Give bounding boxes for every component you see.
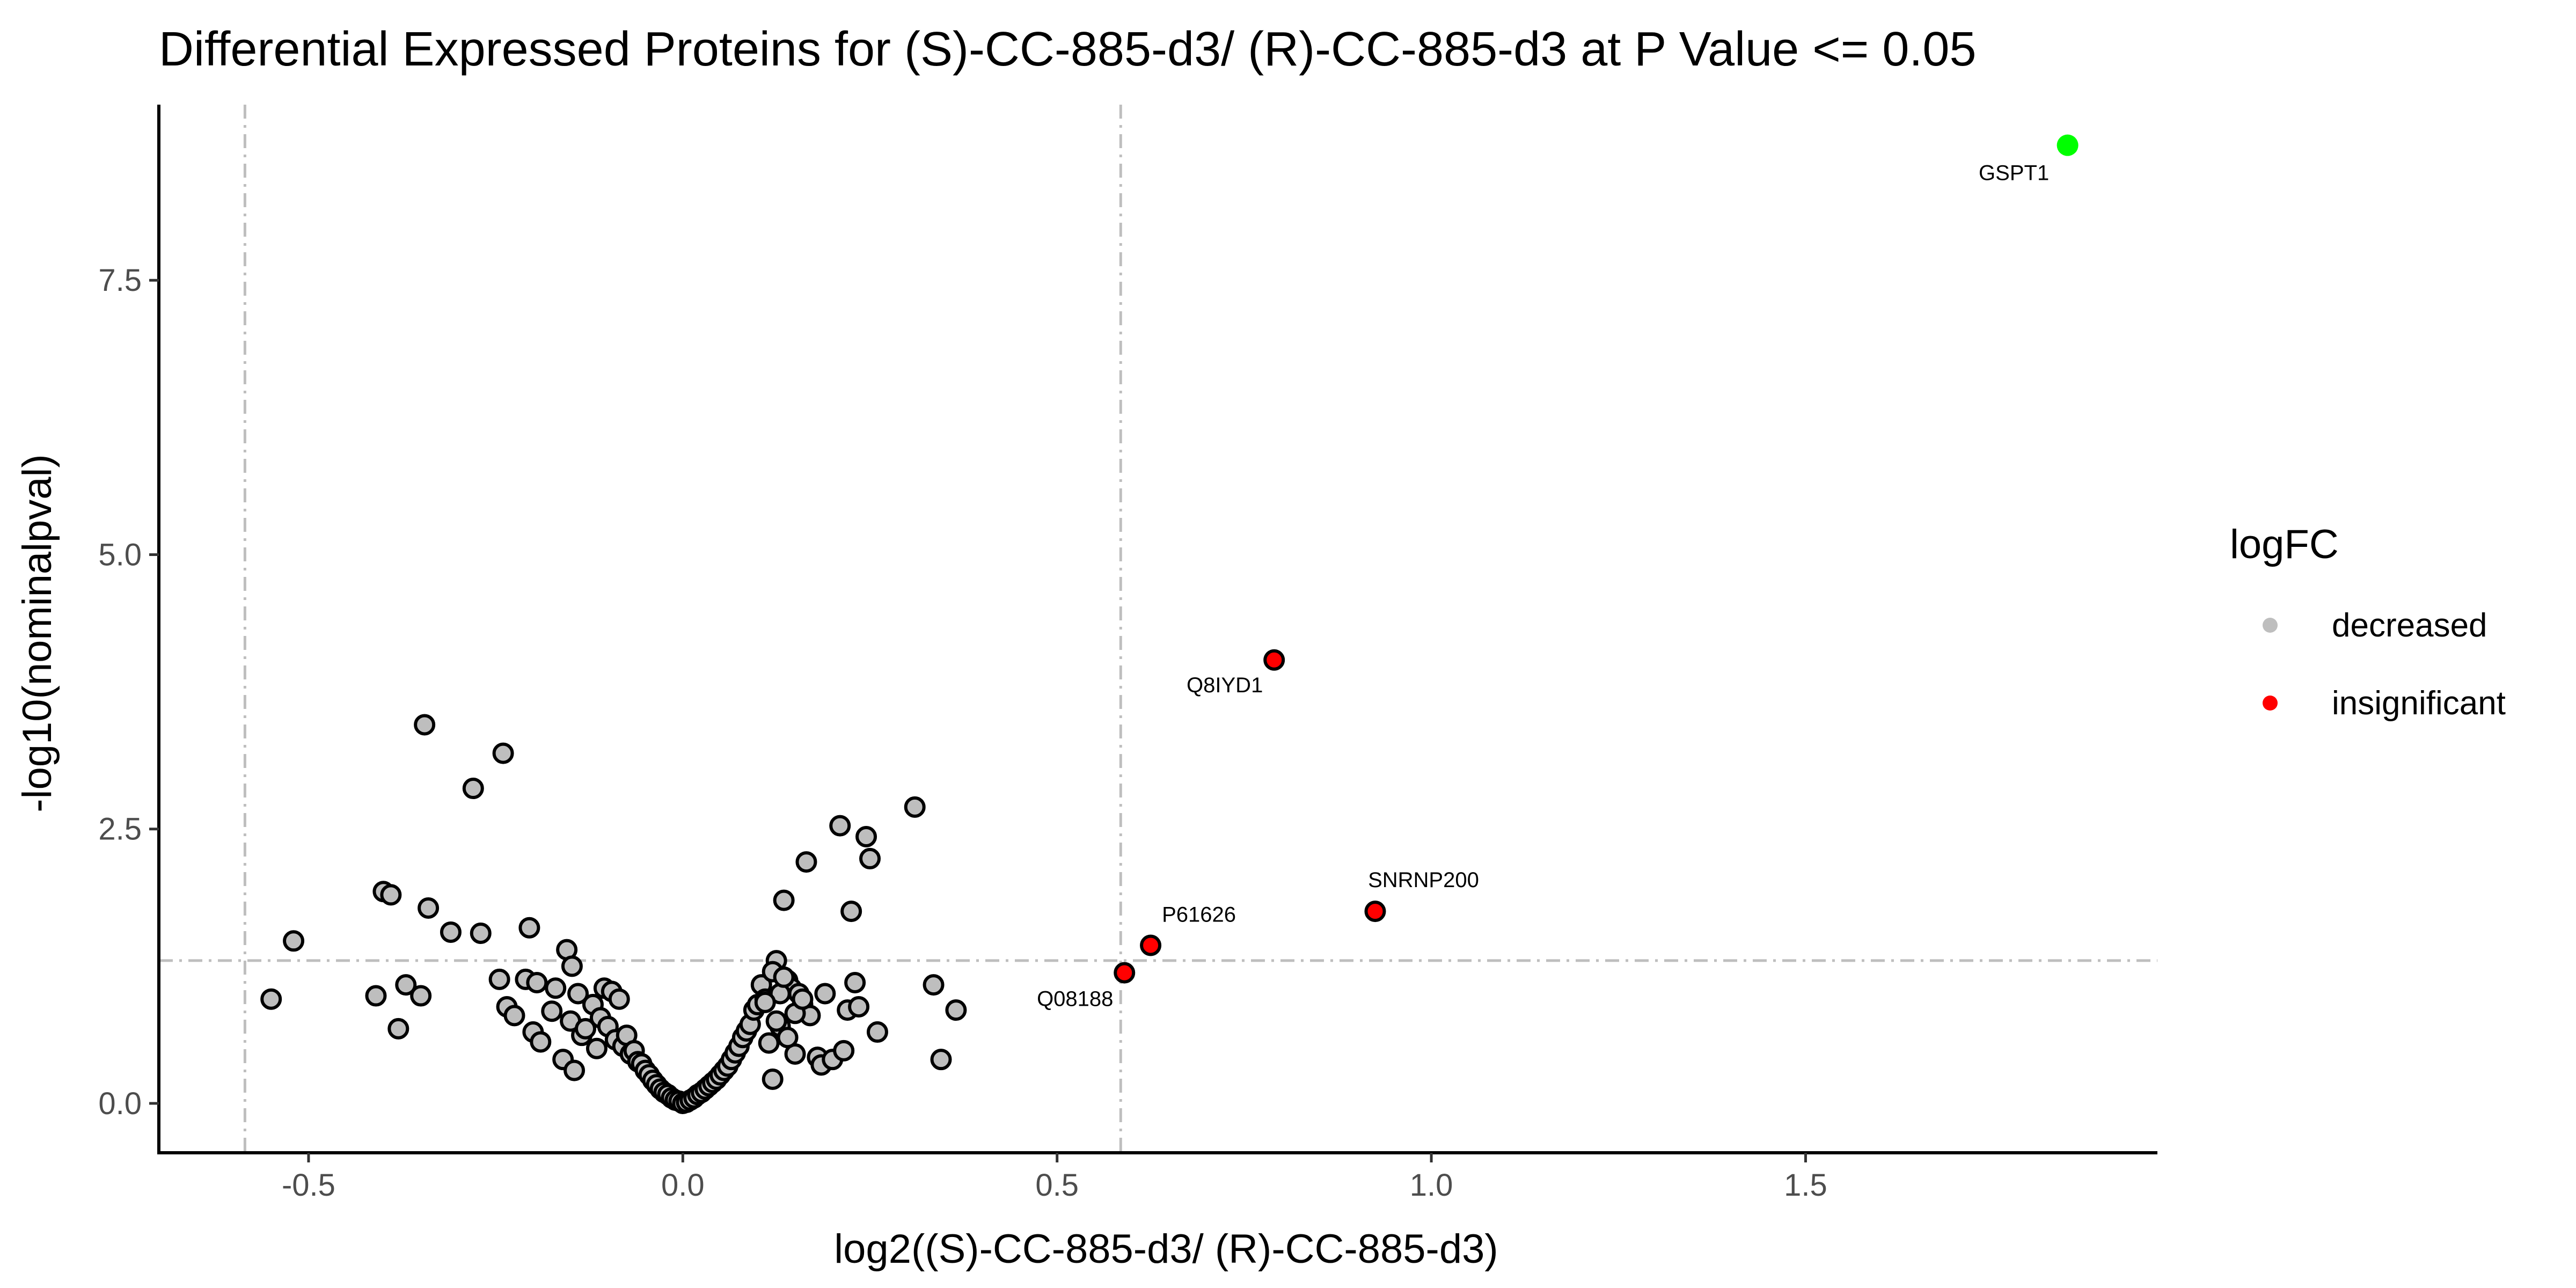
legend-swatch-insignificant bbox=[2263, 696, 2278, 711]
data-point-decreased bbox=[762, 1068, 784, 1090]
data-point-decreased bbox=[859, 847, 881, 869]
data-point-decreased bbox=[462, 778, 484, 800]
data-point-decreased bbox=[833, 1040, 855, 1062]
data-point-insignificant bbox=[1364, 901, 1386, 923]
data-points bbox=[260, 134, 2079, 1114]
data-point-decreased bbox=[773, 966, 795, 988]
data-point-decreased bbox=[608, 988, 630, 1010]
legend-label-insignificant: insignificant bbox=[2332, 685, 2506, 722]
data-point-decreased bbox=[410, 985, 432, 1007]
data-point-decreased bbox=[283, 930, 305, 952]
data-point-decreased bbox=[840, 901, 862, 923]
point-label: Q08188 bbox=[1037, 987, 1113, 1011]
data-point-decreased bbox=[492, 742, 514, 764]
data-point-decreased bbox=[545, 977, 567, 999]
legend-title: logFC bbox=[2230, 522, 2339, 567]
x-tick-label: 1.5 bbox=[1784, 1168, 1827, 1203]
point-label: Q8IYD1 bbox=[1187, 674, 1263, 697]
data-point-decreased bbox=[440, 921, 462, 943]
data-point-decreased bbox=[923, 974, 945, 996]
data-point-decreased bbox=[260, 988, 282, 1010]
data-point-decreased bbox=[541, 1000, 563, 1022]
data-point-decreased bbox=[844, 972, 866, 994]
data-point-decreased bbox=[758, 1032, 780, 1054]
data-point-insignificant bbox=[1263, 649, 1285, 671]
data-point-decreased bbox=[904, 796, 926, 818]
point-labels: Q08188 P61626 Q8IYD1 SNRNP200 GSPT1 bbox=[1037, 162, 2049, 1011]
legend-label-decreased: decreased bbox=[2332, 607, 2487, 644]
data-point-decreased bbox=[564, 1059, 586, 1081]
chart-title: Differential Expressed Proteins for (S)-… bbox=[159, 23, 1977, 76]
data-point-decreased bbox=[387, 1018, 409, 1040]
reference-lines bbox=[159, 105, 2157, 1153]
x-tick-label: -0.5 bbox=[282, 1168, 335, 1203]
x-tick-label: 0.0 bbox=[661, 1168, 705, 1203]
point-label: P61626 bbox=[1162, 903, 1236, 926]
data-point-decreased bbox=[365, 985, 387, 1007]
data-point-decreased bbox=[945, 999, 967, 1021]
data-point-insignificant bbox=[1114, 962, 1136, 984]
data-point-decreased bbox=[418, 897, 440, 919]
data-point-decreased bbox=[526, 972, 548, 994]
x-axis-label: log2((S)-CC-885-d3/ (R)-CC-885-d3) bbox=[834, 1226, 1498, 1272]
data-point-decreased bbox=[848, 996, 870, 1018]
x-tick-label: 1.0 bbox=[1410, 1168, 1453, 1203]
point-label: GSPT1 bbox=[1979, 162, 2049, 185]
data-point-insignificant bbox=[1140, 934, 1162, 956]
data-point-decreased bbox=[380, 884, 402, 906]
data-point-decreased bbox=[567, 983, 589, 1005]
y-tick-label: 7.5 bbox=[98, 263, 142, 298]
data-point-decreased bbox=[792, 988, 814, 1010]
data-point-decreased bbox=[765, 1010, 787, 1032]
data-point-decreased bbox=[561, 955, 583, 977]
point-label: SNRNP200 bbox=[1368, 868, 1479, 892]
data-point-decreased bbox=[414, 714, 436, 736]
axes: -0.5 0.0 0.5 1.0 1.5 0.0 2.5 5.0 7.5 bbox=[98, 105, 2157, 1203]
data-point-decreased bbox=[503, 1005, 525, 1027]
data-point-decreased bbox=[930, 1049, 952, 1071]
data-point-decreased bbox=[470, 922, 492, 944]
data-point-decreased bbox=[795, 851, 817, 873]
data-point-decreased bbox=[754, 991, 776, 1013]
data-point-decreased bbox=[586, 1037, 608, 1059]
data-point-decreased bbox=[829, 815, 851, 837]
y-axis-label: -log10(nominalpval) bbox=[14, 454, 60, 812]
y-tick-label: 5.0 bbox=[98, 537, 142, 572]
data-point-decreased bbox=[395, 974, 417, 996]
legend-swatch-decreased bbox=[2263, 618, 2278, 633]
data-point-decreased bbox=[814, 983, 836, 1005]
y-tick-label: 2.5 bbox=[98, 812, 142, 847]
data-point-decreased bbox=[488, 968, 510, 990]
y-tick-label: 0.0 bbox=[98, 1086, 142, 1121]
data-point-decreased bbox=[866, 1021, 888, 1043]
data-point-decreased bbox=[773, 889, 795, 911]
data-point-highlight bbox=[2057, 134, 2079, 156]
data-point-decreased bbox=[518, 917, 540, 939]
data-point-decreased bbox=[575, 1018, 597, 1040]
data-point-decreased bbox=[855, 826, 877, 848]
data-point-decreased bbox=[530, 1031, 552, 1053]
x-tick-label: 0.5 bbox=[1035, 1168, 1079, 1203]
data-point-decreased bbox=[777, 1027, 799, 1049]
legend: logFC decreased insignificant bbox=[2230, 522, 2506, 722]
